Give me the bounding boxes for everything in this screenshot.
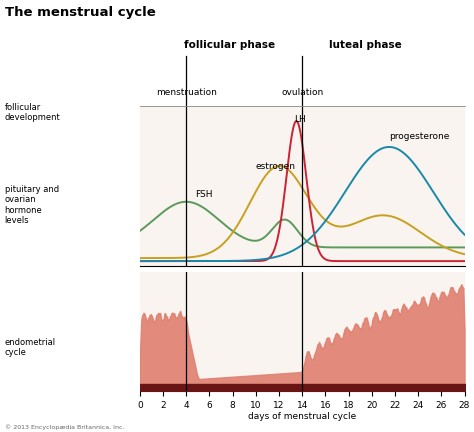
Text: estrogen: estrogen (256, 162, 296, 172)
Text: The menstrual cycle: The menstrual cycle (5, 6, 155, 19)
Text: FSH: FSH (195, 190, 213, 199)
Text: follicular phase: follicular phase (184, 40, 275, 51)
Text: luteal phase: luteal phase (328, 40, 401, 51)
Text: progesterone: progesterone (389, 132, 449, 141)
X-axis label: days of menstrual cycle: days of menstrual cycle (248, 413, 356, 422)
Text: follicular
development: follicular development (5, 103, 61, 122)
Text: ovulation: ovulation (281, 88, 323, 97)
Text: © 2013 Encyclopædia Britannica, Inc.: © 2013 Encyclopædia Britannica, Inc. (5, 424, 124, 430)
Text: pituitary and
ovarian
hormone
levels: pituitary and ovarian hormone levels (5, 185, 59, 226)
Text: menstruation: menstruation (156, 88, 217, 97)
Text: LH: LH (294, 115, 306, 124)
Text: endometrial
cycle: endometrial cycle (5, 338, 56, 357)
